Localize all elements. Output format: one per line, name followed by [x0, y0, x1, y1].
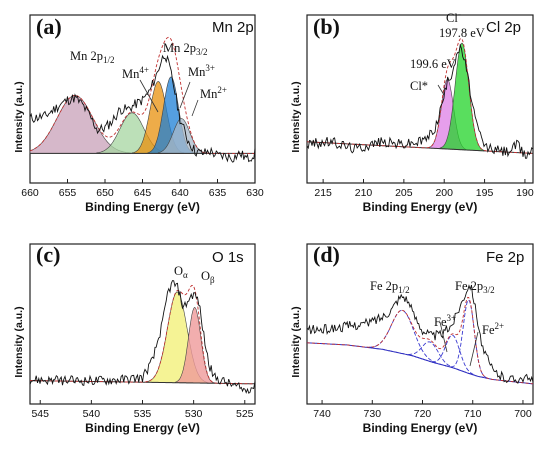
fit-envelope — [30, 284, 255, 385]
panel-d: 740 730 720 710 700 Binding Energy (eV) Intens… — [290, 242, 534, 435]
x-axis-label: Binding Energy (eV) — [363, 421, 478, 435]
x-tick-label: 530 — [185, 408, 203, 420]
y-axis-label: Intensity (a.u.) — [290, 306, 302, 377]
plot-frame — [306, 243, 534, 405]
raw-spectrum — [29, 54, 256, 163]
peak-annotation: Cl- — [446, 9, 461, 25]
panel-label: (a) — [36, 14, 62, 39]
peak-annotation: 197.8 eV — [439, 26, 485, 40]
x-tick-label: 645 — [134, 187, 152, 199]
x-tick-label: 640 — [171, 187, 189, 199]
peak-annotation: 199.6 eV — [410, 57, 456, 71]
x-tick-label: 655 — [59, 187, 77, 199]
annotation-leader — [179, 81, 191, 109]
element-label: Cl 2p — [486, 19, 521, 36]
x-tick-label: 215 — [314, 187, 332, 199]
panel-a: 660 655 650 645 640 635 630 Binding Energy (eV)… — [13, 14, 264, 214]
fit-envelope — [307, 37, 533, 154]
peak-annotation: Oα — [174, 264, 188, 280]
x-tick-label: 525 — [236, 408, 254, 420]
element-label: Mn 2p — [212, 19, 254, 36]
x-tick-label: 710 — [464, 408, 482, 420]
x-tick-label: 700 — [514, 408, 532, 420]
peak-annotation: Mn4+ — [122, 65, 149, 81]
annotation-leader — [139, 79, 159, 113]
x-tick-label: 730 — [364, 408, 382, 420]
raw-spectrum — [306, 43, 534, 159]
element-label: O 1s — [212, 249, 244, 266]
x-tick-label: 720 — [414, 408, 432, 420]
x-tick-label: 195 — [476, 187, 494, 199]
raw-spectrum — [306, 284, 534, 384]
peak-annotation: Cl* — [410, 79, 428, 93]
y-axis-label: Intensity (a.u.) — [13, 81, 25, 152]
peak-annotation: Mn 2p3/2 — [163, 41, 208, 57]
x-tick-label: 660 — [21, 187, 39, 199]
peak-annotation: Fe 2p1/2 — [370, 279, 410, 295]
x-tick-label: 540 — [83, 408, 101, 420]
raw-spectrum — [29, 280, 256, 394]
peak-annotation: Oβ — [201, 269, 215, 285]
x-tick-label: 630 — [246, 187, 264, 199]
x-axis-label: Binding Energy (eV) — [363, 200, 478, 214]
x-tick-label: 200 — [435, 187, 453, 199]
panel-b: 215 210 205 200 195 190 Binding Energy (eV) Int… — [290, 9, 534, 214]
x-tick-label: 650 — [96, 187, 114, 199]
peak-annotation: Mn3+ — [188, 63, 215, 79]
peak-annotation: Mn2+ — [200, 85, 227, 101]
fit-envelope — [29, 36, 255, 154]
annotation-leader — [439, 321, 448, 353]
peak-annotation: Fe2+ — [482, 321, 504, 337]
x-tick-label: 545 — [31, 408, 49, 420]
y-axis-label: Intensity (a.u.) — [13, 306, 25, 377]
x-tick-label: 205 — [395, 187, 413, 199]
annotation-leader — [437, 84, 445, 96]
x-axis-label: Binding Energy (eV) — [85, 421, 200, 435]
annotation-leader — [191, 99, 199, 117]
peak-annotation: Mn 2p1/2 — [70, 49, 115, 65]
x-tick-label: 210 — [355, 187, 373, 199]
panel-label: (c) — [36, 242, 60, 267]
panel-label: (b) — [313, 14, 340, 39]
panel-c: 545 540 535 530 525 Binding Energy (eV) Intens… — [13, 242, 256, 435]
y-axis-label: Intensity (a.u.) — [290, 81, 302, 152]
plot-frame — [306, 14, 534, 184]
peak-annotation: Fe3+ — [434, 313, 456, 329]
x-axis-label: Binding Energy (eV) — [85, 200, 200, 214]
fit-envelope — [307, 296, 534, 385]
x-tick-label: 740 — [313, 408, 331, 420]
panel-label: (d) — [313, 242, 340, 267]
peak-annotation: Fe 2p3/2 — [455, 279, 495, 295]
x-tick-label: 635 — [209, 187, 227, 199]
element-label: Fe 2p — [486, 249, 524, 266]
annotation-leader — [469, 331, 479, 367]
x-tick-label: 190 — [516, 187, 534, 199]
x-tick-label: 535 — [134, 408, 152, 420]
